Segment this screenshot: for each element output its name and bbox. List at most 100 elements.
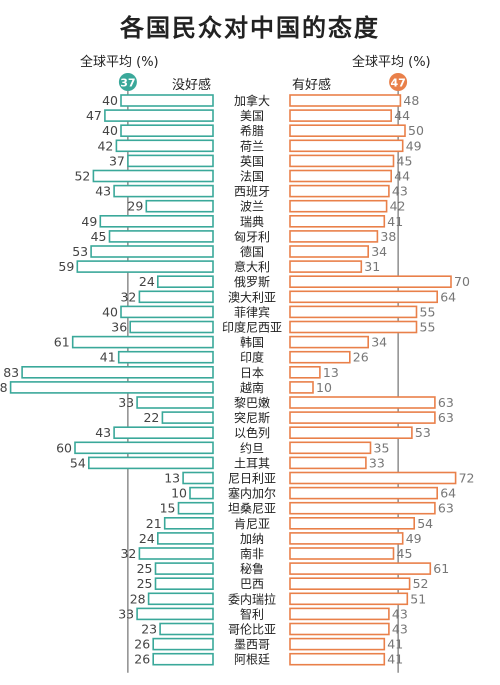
value-label-favorable: 55 (420, 320, 436, 335)
bar-favorable (289, 471, 457, 485)
bar-unfavorable (177, 501, 214, 515)
value-label-unfavorable: 23 (141, 622, 157, 637)
bar-unfavorable (117, 350, 214, 364)
value-label-favorable: 63 (438, 395, 454, 410)
bar-unfavorable (71, 335, 214, 349)
value-label-unfavorable: 40 (102, 123, 118, 138)
category-label: 波兰 (240, 200, 264, 214)
value-label-favorable: 34 (371, 335, 387, 350)
bar-favorable (289, 637, 386, 651)
bar-favorable (289, 184, 390, 198)
bar-favorable (289, 562, 432, 575)
category-label: 阿根廷 (234, 653, 270, 667)
bar-favorable (289, 501, 436, 515)
value-label-unfavorable: 42 (97, 138, 113, 153)
value-label-favorable: 43 (392, 184, 408, 199)
value-label-unfavorable: 53 (72, 244, 88, 259)
category-label: 美国 (240, 109, 264, 123)
category-label: 韩国 (240, 335, 264, 350)
category-label: 法国 (240, 170, 264, 184)
bar-favorable (289, 381, 314, 394)
value-label-favorable: 43 (392, 622, 408, 637)
bar-favorable (289, 335, 369, 349)
right-average-value: 47 (390, 77, 405, 90)
value-label-unfavorable: 37 (109, 153, 125, 168)
category-label: 菲律宾 (234, 304, 270, 319)
value-label-favorable: 26 (353, 350, 369, 365)
bar-favorable (289, 199, 388, 213)
value-label-unfavorable: 21 (146, 516, 162, 531)
value-label-favorable: 34 (371, 244, 387, 259)
value-label-unfavorable: 10 (171, 486, 187, 501)
bar-favorable (289, 652, 386, 666)
bar-unfavorable (152, 652, 214, 666)
value-label-unfavorable: 33 (118, 395, 134, 410)
value-label-favorable: 50 (408, 123, 424, 138)
bar-unfavorable (104, 109, 214, 122)
bar-unfavorable (152, 637, 214, 651)
bar-unfavorable (136, 396, 214, 409)
value-label-favorable: 64 (440, 486, 456, 501)
category-label: 澳大利亚 (228, 290, 276, 304)
value-label-unfavorable: 49 (81, 214, 97, 229)
left-average-badge (118, 73, 137, 91)
value-label-favorable: 45 (397, 546, 413, 561)
bar-favorable (289, 305, 418, 319)
bar-favorable (289, 260, 363, 273)
category-label: 印度尼西亚 (222, 320, 282, 335)
chart-title: 各国民众对中国的态度 (120, 14, 380, 42)
bar-unfavorable (129, 320, 214, 334)
bar-favorable (289, 456, 367, 470)
category-label: 加拿大 (234, 93, 270, 108)
left-average-label: 全球平均 (%) (80, 54, 159, 70)
category-label: 塞内加尔 (228, 486, 276, 501)
value-label-unfavorable: 13 (164, 471, 180, 486)
value-label-unfavorable: 40 (102, 93, 118, 108)
value-label-unfavorable: 45 (91, 229, 107, 244)
value-label-favorable: 41 (387, 637, 403, 652)
bar-unfavorable (88, 456, 214, 470)
value-label-favorable: 48 (403, 93, 419, 108)
category-label: 意大利 (234, 259, 270, 274)
value-label-unfavorable: 40 (102, 304, 118, 319)
value-label-unfavorable: 32 (120, 289, 136, 304)
value-label-favorable: 33 (369, 455, 385, 470)
bar-favorable (289, 426, 413, 440)
value-label-favorable: 61 (433, 561, 449, 576)
value-label-favorable: 55 (420, 304, 436, 319)
bar-unfavorable (189, 486, 214, 500)
value-label-unfavorable: 22 (143, 410, 159, 425)
legend-favorable: 有好感 (292, 77, 331, 93)
bar-favorable (289, 230, 379, 243)
category-label: 匈牙利 (234, 230, 270, 244)
bar-favorable (289, 215, 386, 228)
bar-unfavorable (136, 607, 214, 621)
bar-unfavorable (99, 215, 214, 228)
value-label-unfavorable: 24 (139, 274, 155, 289)
bar-unfavorable (157, 275, 214, 289)
bar-favorable (289, 365, 321, 379)
left-average-value: 37 (120, 77, 135, 90)
bar-unfavorable (9, 381, 214, 394)
bar-unfavorable (90, 245, 214, 258)
bar-unfavorable (108, 230, 214, 243)
value-label-unfavorable: 15 (160, 501, 176, 516)
value-label-favorable: 49 (406, 138, 422, 153)
value-label-favorable: 35 (374, 440, 390, 455)
bar-favorable (289, 139, 404, 153)
value-label-favorable: 63 (438, 501, 454, 516)
category-label: 黎巴嫩 (234, 396, 270, 410)
value-label-unfavorable: 36 (111, 320, 127, 335)
category-label: 印度 (240, 350, 264, 365)
bar-unfavorable (154, 562, 214, 575)
value-label-unfavorable: 25 (137, 576, 153, 591)
value-label-favorable: 41 (387, 214, 403, 229)
value-label-unfavorable: 47 (86, 108, 102, 123)
right-average-badge (389, 73, 408, 91)
value-label-unfavorable: 43 (95, 184, 111, 199)
value-label-unfavorable: 33 (118, 606, 134, 621)
right-average-label: 全球平均 (%) (352, 54, 431, 70)
bar-favorable (289, 396, 436, 409)
value-label-unfavorable: 61 (54, 335, 70, 350)
value-label-favorable: 51 (410, 591, 426, 606)
